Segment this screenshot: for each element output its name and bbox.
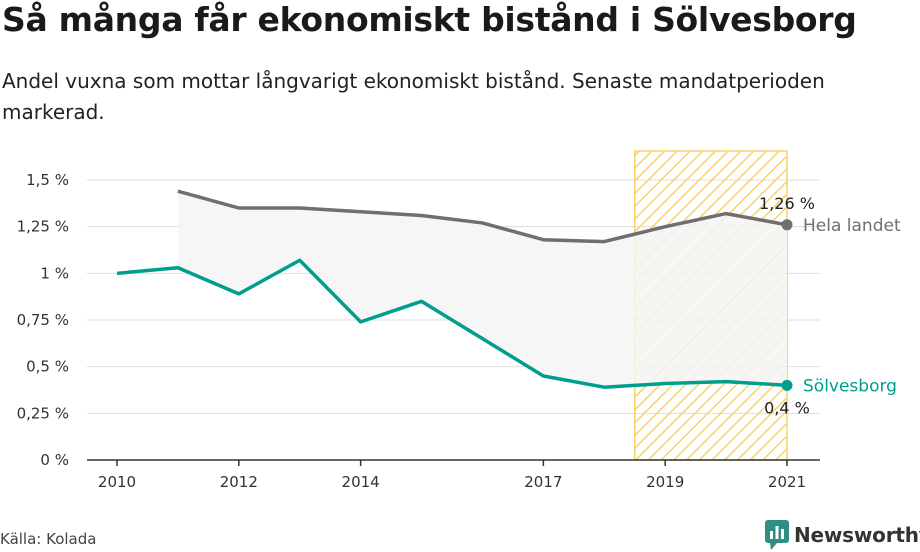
series-line [177, 189, 788, 244]
series-line [116, 258, 788, 389]
brand-name: Newsworthy [794, 523, 920, 547]
x-tick-label: 2014 [342, 473, 380, 491]
y-tick-label: 0 % [40, 451, 69, 469]
y-tick-label: 0,25 % [17, 404, 69, 422]
series-end-point [781, 379, 793, 391]
y-tick-label: 0,75 % [17, 311, 69, 329]
difference-area [177, 191, 788, 388]
x-tick-label: 2021 [768, 473, 806, 491]
x-tick-label: 2012 [220, 473, 258, 491]
data-label: 0,4 % [764, 398, 810, 417]
newsworthy-logo-icon [765, 520, 789, 550]
data-label: 1,26 % [759, 194, 815, 213]
series-end-point [781, 219, 793, 231]
x-tick-label: 2019 [646, 473, 684, 491]
y-tick-label: 0,5 % [26, 358, 69, 376]
x-tick-label: 2010 [98, 473, 136, 491]
brand-logo[interactable]: Newsworthy [765, 520, 920, 550]
y-tick-label: 1,5 % [26, 171, 69, 189]
axes: 0 % 0,25 % 0,5 % 0,75 % 1 % 1,25 % 1,5 % 2010 20… [17, 171, 820, 491]
series-name-label: Hela landet [803, 216, 901, 236]
chart-subtitle: Andel vuxna som mottar långvarigt ekonom… [2, 69, 825, 124]
y-tick-label: 1,25 % [17, 218, 69, 236]
x-tick-label: 2017 [524, 473, 562, 491]
y-tick-label: 1 % [40, 264, 69, 282]
chart-title: Så många får ekonomiskt bistånd i Sölves… [2, 0, 857, 39]
series-name-label: Sölvesborg [803, 376, 897, 396]
source-note: Källa: Kolada [0, 530, 97, 548]
